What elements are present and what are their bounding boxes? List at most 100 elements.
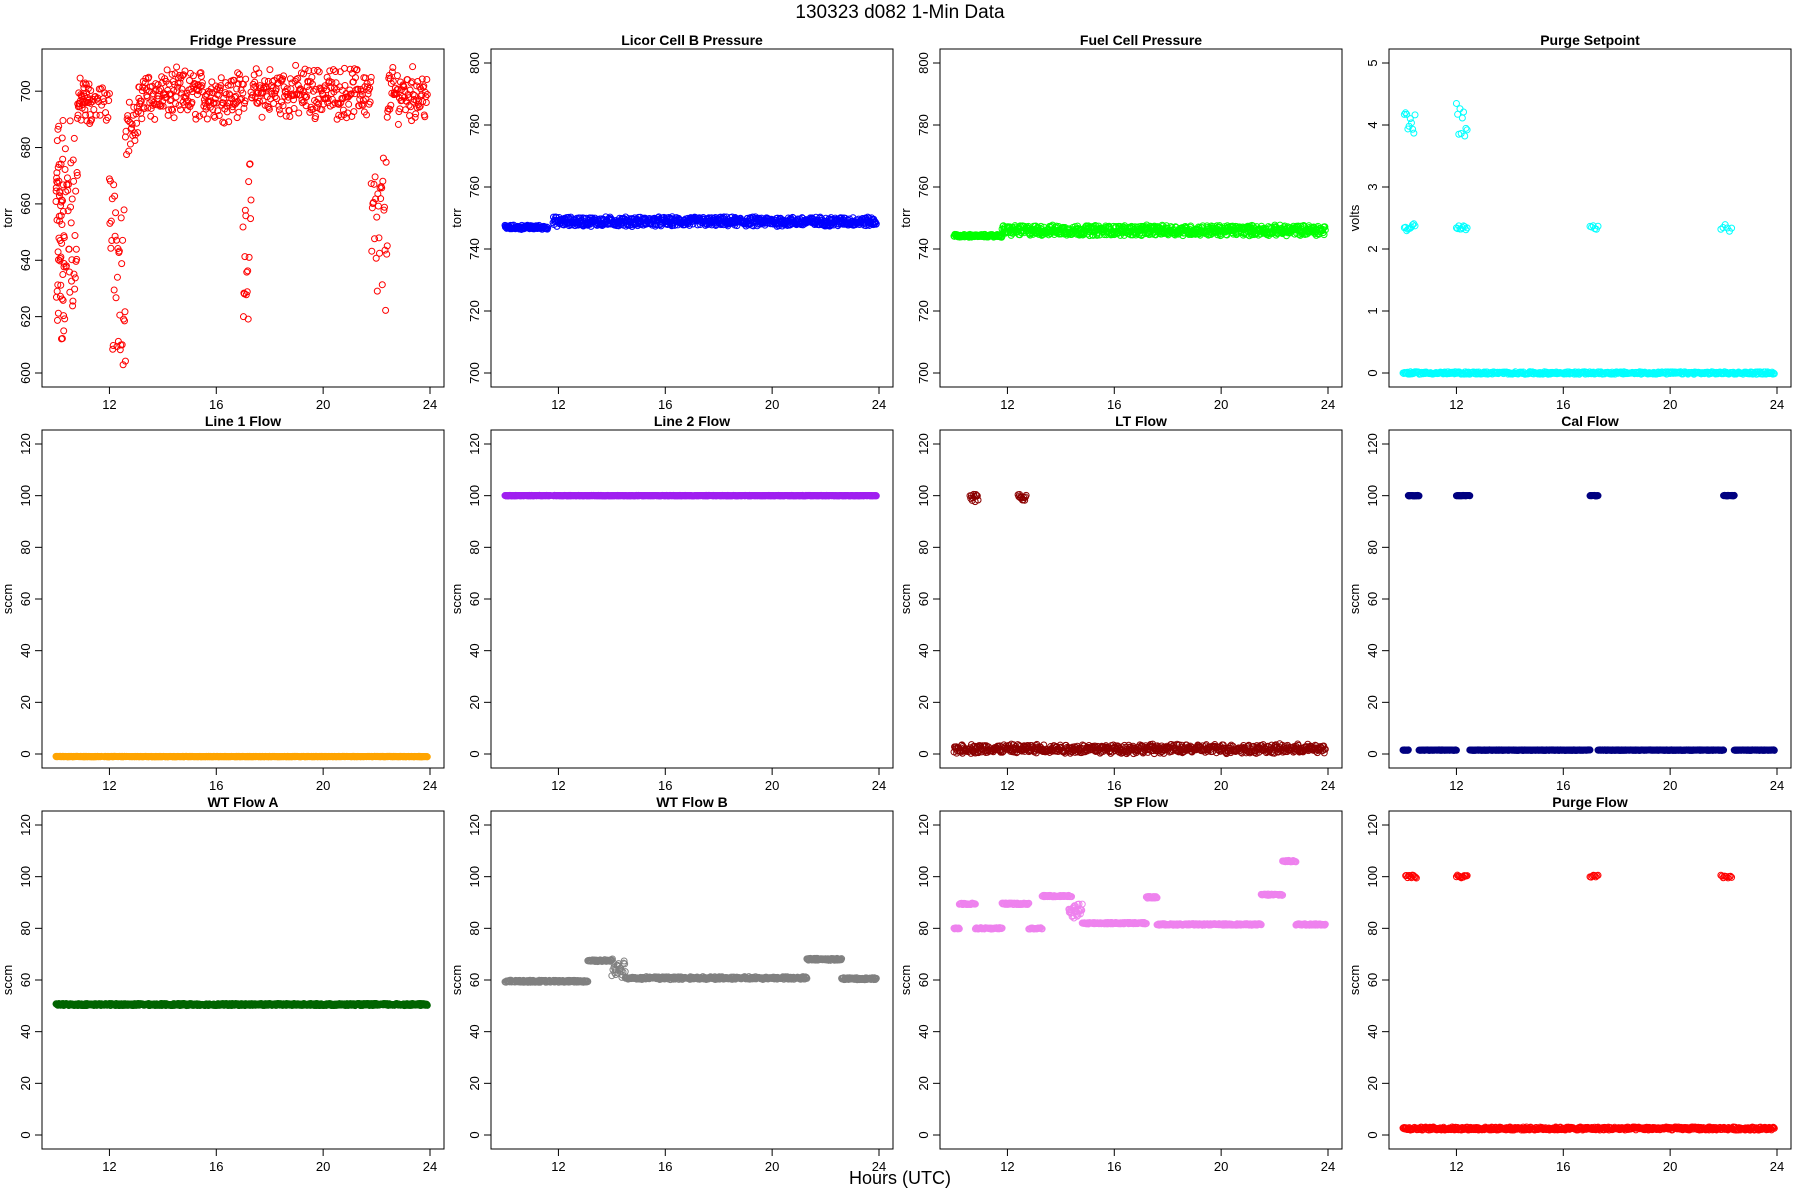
data-point — [301, 65, 309, 73]
data-point — [117, 214, 125, 222]
data-points — [950, 221, 1329, 241]
data-point — [182, 98, 190, 106]
data-points — [52, 61, 431, 369]
data-point — [125, 147, 133, 155]
data-point — [1463, 126, 1471, 134]
data-point — [350, 108, 358, 116]
data-point — [243, 288, 251, 296]
y-tick-label: 700 — [467, 362, 482, 384]
data-point — [168, 105, 176, 113]
data-point — [333, 115, 341, 123]
data-point — [69, 297, 77, 305]
data-point — [394, 85, 402, 93]
data-point — [295, 109, 303, 117]
data-point — [419, 97, 427, 105]
y-tick-label: 1 — [1365, 307, 1380, 314]
data-point — [59, 117, 67, 125]
data-point — [198, 79, 206, 87]
data-point — [280, 72, 288, 80]
data-point — [248, 94, 256, 102]
data-point — [380, 203, 388, 211]
data-point — [189, 72, 197, 80]
data-point — [379, 177, 387, 185]
data-point — [60, 312, 68, 320]
data-point — [59, 155, 67, 163]
y-tick-label: 20 — [467, 695, 482, 709]
data-point — [154, 92, 162, 100]
data-point — [57, 160, 65, 168]
data-point — [340, 64, 348, 72]
data-point — [294, 74, 302, 82]
y-tick-label: 0 — [467, 750, 482, 757]
y-tick-label: 4 — [1365, 121, 1380, 128]
data-point — [345, 100, 353, 108]
data-point — [367, 78, 375, 86]
data-point — [81, 79, 89, 87]
x-tick-label: 24 — [1770, 397, 1784, 412]
data-point — [112, 294, 120, 302]
data-point — [366, 84, 374, 92]
panel-title: LT Flow — [1115, 413, 1167, 429]
data-point — [259, 89, 267, 97]
panel-title: Line 2 Flow — [654, 413, 730, 429]
y-tick-label: 720 — [916, 300, 931, 322]
data-point — [246, 160, 254, 168]
data-point — [73, 114, 81, 122]
data-point — [279, 75, 287, 83]
data-point — [292, 61, 300, 69]
y-tick-label: 100 — [467, 485, 482, 507]
y-tick-label: 60 — [916, 592, 931, 606]
data-point — [409, 63, 417, 71]
data-point — [176, 79, 184, 87]
data-point — [411, 113, 419, 121]
data-point — [258, 90, 266, 98]
data-point — [109, 342, 117, 350]
data-point — [98, 101, 106, 109]
data-point — [400, 83, 408, 91]
data-point — [58, 221, 66, 229]
data-point — [113, 273, 121, 281]
data-point — [140, 105, 148, 113]
y-tick-label: 0 — [18, 750, 33, 757]
data-point — [373, 213, 381, 221]
data-point — [119, 236, 127, 244]
data-point — [137, 97, 145, 105]
data-point — [119, 361, 127, 369]
data-point — [302, 102, 310, 110]
data-point — [405, 101, 413, 109]
x-tick-label: 16 — [209, 778, 223, 793]
data-point — [299, 87, 307, 95]
data-point — [121, 317, 129, 325]
data-point — [418, 75, 426, 83]
data-point — [387, 101, 395, 109]
y-tick-label: 100 — [916, 485, 931, 507]
data-point — [110, 286, 118, 294]
data-point — [111, 232, 119, 240]
data-point — [381, 246, 389, 254]
data-point — [326, 67, 334, 75]
data-point — [277, 98, 285, 106]
data-point — [65, 245, 73, 253]
data-point — [74, 111, 82, 119]
data-point — [290, 105, 298, 113]
data-points — [1399, 99, 1778, 378]
data-point — [58, 134, 66, 142]
data-point — [265, 105, 273, 113]
data-point — [110, 181, 118, 189]
x-tick-label: 12 — [1000, 397, 1014, 412]
y-tick-label: 2 — [1365, 245, 1380, 252]
data-point — [239, 223, 247, 231]
y-tick-label: 780 — [467, 114, 482, 136]
data-point — [87, 117, 95, 125]
y-tick-label: 620 — [18, 306, 33, 328]
data-point — [121, 133, 129, 141]
data-point — [138, 115, 146, 123]
data-point — [67, 219, 75, 227]
data-point — [137, 109, 145, 117]
data-point — [68, 195, 76, 203]
data-point — [308, 73, 316, 81]
data-point — [118, 260, 126, 268]
data-point — [118, 341, 126, 349]
data-point — [53, 316, 61, 324]
